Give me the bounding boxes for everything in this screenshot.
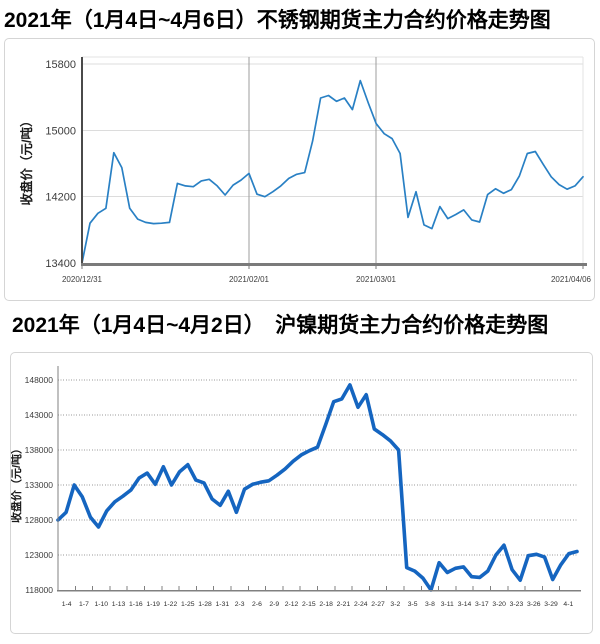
x-tick-label: 1-22 <box>164 601 178 608</box>
x-tick-label: 2021/04/06 <box>551 275 592 284</box>
x-tick-label: 1-31 <box>216 601 230 608</box>
x-tick-label: 1-7 <box>79 601 89 608</box>
y-tick-label: 15800 <box>45 59 76 71</box>
price-line <box>81 79 584 264</box>
x-tick-label: 2-15 <box>302 601 316 608</box>
x-tick-label: 3-5 <box>408 601 418 608</box>
x-tick-label: 2021/02/01 <box>229 275 270 284</box>
chart2-title: 2021年（1月4日~4月2日） 沪镍期货主力合约价格走势图 <box>12 314 549 337</box>
x-tick-label: 2-6 <box>252 601 262 608</box>
x-tick-label: 2-3 <box>235 601 245 608</box>
y-tick-label: 13400 <box>45 258 76 270</box>
x-tick-label: 3-11 <box>441 601 454 608</box>
y-tick-label: 133000 <box>25 480 54 490</box>
y-axis-title: 收盘价（元/吨） <box>19 115 34 206</box>
y-tick-label: 138000 <box>25 445 54 455</box>
x-tick-label: 3-2 <box>390 601 400 608</box>
x-tick-label: 3-29 <box>544 601 558 608</box>
chart1-plot: 13400 14200 15000 15800 2020/12/31 2021/02/01… <box>19 56 592 284</box>
y-tick-label: 118000 <box>25 585 53 595</box>
x-tick-label: 1-28 <box>198 601 212 608</box>
y-tick-label: 15000 <box>45 125 76 137</box>
x-tick-label: 3-17 <box>475 601 489 608</box>
x-tick-label: 3-8 <box>425 601 435 608</box>
x-tick-label: 1-19 <box>146 601 160 608</box>
x-tick-label: 2-21 <box>337 601 351 608</box>
x-tick-label: 1-4 <box>62 601 72 608</box>
x-tick-label: 3-14 <box>458 601 472 608</box>
y-tick-label: 148000 <box>25 375 54 385</box>
x-tick-label: 2-24 <box>354 601 368 608</box>
x-tick-label: 1-13 <box>112 601 126 608</box>
chart2-container: 118000 123000 128000 133000 138000 143000 1480… <box>10 352 593 634</box>
y-tick-label: 14200 <box>45 192 76 204</box>
x-tick-label: 2-27 <box>371 601 385 608</box>
x-tick-label: 3-23 <box>510 601 524 608</box>
x-tick-label: 2-9 <box>269 601 279 608</box>
x-tick-label: 3-26 <box>527 601 541 608</box>
chart1-container: 13400 14200 15000 15800 2020/12/31 2021/02/01… <box>4 38 595 301</box>
x-tick-label: 1-10 <box>94 601 108 608</box>
y-tick-label: 123000 <box>25 550 54 560</box>
y-tick-label: 143000 <box>25 410 54 420</box>
x-tick-label: 2-18 <box>319 601 333 608</box>
x-tick-label: 4-1 <box>563 601 573 608</box>
x-tick-label: 3-20 <box>492 601 506 608</box>
x-tick-label: 2-12 <box>285 601 299 608</box>
x-tick-label: 1-16 <box>129 601 143 608</box>
x-tick-label: 2020/12/31 <box>62 275 103 284</box>
y-tick-label: 128000 <box>25 515 54 525</box>
x-tick-label: 2021/03/01 <box>356 275 397 284</box>
x-tick-label: 1-25 <box>181 601 195 608</box>
chart2-plot: 118000 123000 128000 133000 138000 143000 1480… <box>11 366 581 608</box>
chart1-title: 2021年（1月4日~4月6日）不锈钢期货主力合约价格走势图 <box>4 9 551 32</box>
y-axis-title: 收盘价（元/吨） <box>11 443 23 523</box>
price-line <box>56 383 579 592</box>
